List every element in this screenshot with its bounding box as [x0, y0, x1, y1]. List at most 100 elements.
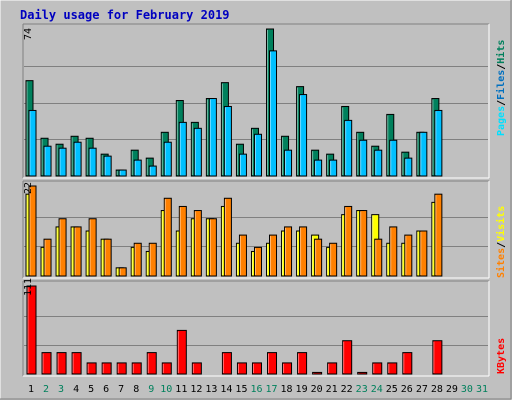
x-tick-label: 8 [133, 384, 139, 395]
bar-files [163, 141, 172, 177]
legend-hits: Hits [495, 40, 507, 64]
bar-sites [28, 185, 37, 277]
legend-sites: Sites [495, 248, 507, 278]
legend-sep-3: / [496, 242, 507, 248]
bar-sites [43, 238, 52, 277]
bar-files [238, 153, 247, 177]
bar-kbytes [41, 352, 52, 375]
x-tick-label: 6 [103, 384, 109, 395]
bar-files [193, 127, 202, 177]
bar-files [43, 145, 52, 177]
bar-kbytes [357, 371, 368, 375]
x-tick-label: 16 [250, 384, 262, 395]
bar-files [344, 119, 353, 177]
bar-files [58, 147, 67, 177]
bar-files [374, 149, 383, 177]
bar-kbytes [221, 352, 232, 375]
y-max-label-kbytes: 111 [23, 278, 34, 296]
x-tick-label: 26 [401, 384, 413, 395]
x-tick-label: 7 [118, 384, 124, 395]
bar-sites [284, 226, 293, 277]
x-tick-label: 11 [175, 384, 187, 395]
bar-sites [253, 246, 262, 277]
bar-files [103, 155, 112, 177]
bar-sites [434, 193, 443, 277]
bar-kbytes [327, 362, 338, 375]
bar-sites [223, 197, 232, 277]
bar-files [329, 159, 338, 177]
bar-kbytes [312, 371, 323, 375]
bar-sites [404, 234, 413, 277]
bar-files [223, 105, 232, 177]
bar-kbytes [56, 352, 67, 375]
bar-kbytes [86, 362, 97, 375]
x-tick-label: 19 [296, 384, 308, 395]
bar-sites [299, 226, 308, 277]
bar-sites [389, 226, 398, 277]
bar-kbytes [146, 352, 157, 375]
bar-kbytes [131, 362, 142, 375]
bar-files [434, 109, 443, 177]
bar-files [28, 109, 37, 177]
bar-kbytes [26, 285, 37, 375]
bar-sites [359, 210, 368, 277]
bar-kbytes [342, 340, 353, 375]
bar-sites [208, 218, 217, 277]
x-tick-label: 9 [148, 384, 154, 395]
y-max-label-hits: 74 [23, 28, 34, 40]
bar-kbytes [101, 362, 112, 375]
bar-sites [419, 230, 428, 277]
bar-files [208, 98, 217, 177]
legend-kbytes: KBytes [496, 338, 507, 374]
x-tick-label: 18 [281, 384, 293, 395]
bar-sites [103, 238, 112, 277]
bar-files [88, 147, 97, 177]
x-tick-label: 12 [190, 384, 202, 395]
legend-bot: KBytes [496, 338, 507, 374]
bar-sites [344, 205, 353, 277]
x-tick-label: 14 [220, 384, 232, 395]
bar-sites [88, 218, 97, 277]
legend-pages: Pages [496, 106, 507, 136]
bar-files [253, 133, 262, 177]
x-tick-label: 30 [461, 384, 473, 395]
bar-sites [118, 267, 127, 277]
visits-sites-panel [22, 180, 490, 279]
bar-kbytes [161, 362, 172, 375]
x-tick-label: 20 [311, 384, 323, 395]
x-tick-label: 29 [446, 384, 458, 395]
bar-kbytes [251, 362, 262, 375]
x-tick-label: 31 [476, 384, 488, 395]
y-max-label-sites: 22 [23, 182, 34, 194]
chart-title: Daily usage for February 2019 [20, 8, 230, 22]
bar-files [269, 50, 278, 177]
bar-kbytes [387, 362, 398, 375]
bar-sites [314, 238, 323, 277]
bar-kbytes [297, 352, 308, 375]
bar-kbytes [282, 362, 293, 375]
bar-files [118, 169, 127, 177]
bar-files [389, 139, 398, 177]
legend-top: Pages/Files/Hits [495, 40, 507, 136]
x-tick-label: 10 [160, 384, 172, 395]
x-tick-label: 2 [43, 384, 49, 395]
x-tick-label: 13 [205, 384, 217, 395]
legend-visits: Visits [495, 206, 507, 242]
x-tick-label: 28 [431, 384, 443, 395]
bar-sites [73, 226, 82, 277]
bar-files [178, 121, 187, 177]
bar-sites [148, 242, 157, 277]
bar-sites [329, 242, 338, 277]
bar-sites [238, 234, 247, 277]
bar-sites [163, 197, 172, 277]
hits-files-pages-panel [22, 23, 490, 179]
bar-kbytes [402, 352, 413, 375]
x-tick-label: 1 [28, 384, 34, 395]
bar-sites [58, 218, 67, 277]
x-tick-label: 4 [73, 384, 79, 395]
legend-files: Files [495, 70, 507, 100]
x-tick-label: 24 [371, 384, 383, 395]
x-tick-label: 23 [356, 384, 368, 395]
bar-sites [193, 210, 202, 277]
bar-files [419, 131, 428, 177]
